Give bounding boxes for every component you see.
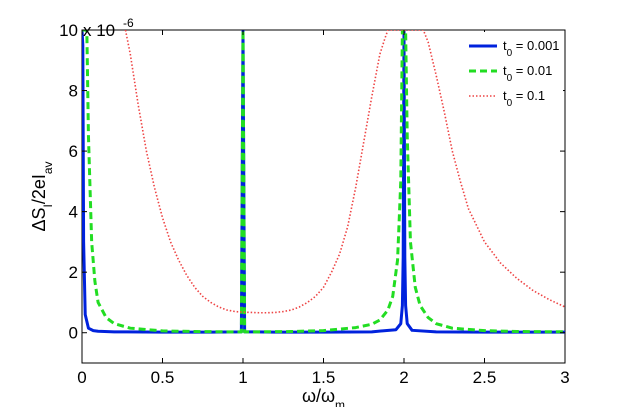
x-tick-label: 3: [560, 368, 569, 387]
legend-label-2: t0 = 0.01: [503, 63, 552, 84]
x-tick-label: 1.5: [312, 368, 336, 387]
y-tick-label: 4: [69, 203, 78, 222]
y-tick-label: 0: [69, 324, 78, 343]
series-line-3: [124, 30, 565, 314]
y-tick-label: 6: [69, 142, 78, 161]
y-scale-multiplier: x 10 -6: [83, 16, 134, 40]
y-axis-label: ΔSI/2eIav: [29, 161, 55, 231]
y-multiplier-base: x 10: [83, 21, 115, 40]
series-layer: [82, 30, 565, 334]
x-tick-label: 1: [238, 368, 247, 387]
legend-label-1: t0 = 0.001: [503, 38, 560, 59]
y-tick-label: 2: [69, 263, 78, 282]
x-tick-label: 2: [399, 368, 408, 387]
legend-label-3: t0 = 0.1: [503, 88, 545, 109]
series-line-2: [82, 30, 565, 334]
y-multiplier-exponent: -6: [123, 16, 134, 30]
x-axis-label: ω/ωm: [302, 386, 345, 407]
x-tick-label: 2.5: [473, 368, 497, 387]
y-tick-label: 10: [59, 21, 78, 40]
legend: t0 = 0.001 t0 = 0.01 t0 = 0.1: [463, 32, 563, 113]
x-tick-label: 0: [77, 368, 86, 387]
y-tick-label: 8: [69, 82, 78, 101]
x-tick-label: 0.5: [151, 368, 175, 387]
